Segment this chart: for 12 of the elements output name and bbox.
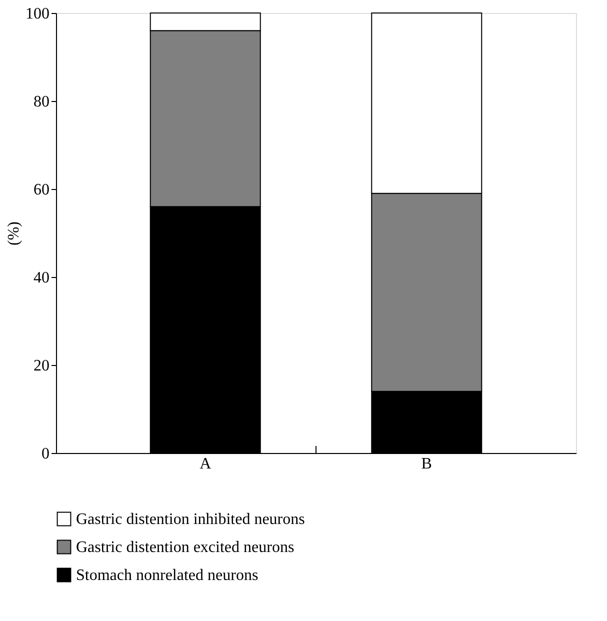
y-tick-label: 60: [34, 182, 50, 198]
y-tick-label: 0: [42, 446, 50, 462]
y-tick-label: 80: [34, 94, 50, 110]
x-tick-label: A: [200, 456, 212, 472]
legend-label: Gastric distention excited neurons: [76, 539, 294, 556]
legend-label: Gastric distention inhibited neurons: [76, 511, 305, 528]
legend-label: Stomach nonrelated neurons: [76, 567, 258, 584]
y-axis-title: (%): [6, 222, 22, 246]
y-tick-label: 40: [34, 270, 50, 286]
y-tick-label: 20: [34, 358, 50, 374]
x-tick-label: B: [421, 456, 432, 472]
y-tick-label: 100: [26, 6, 50, 22]
